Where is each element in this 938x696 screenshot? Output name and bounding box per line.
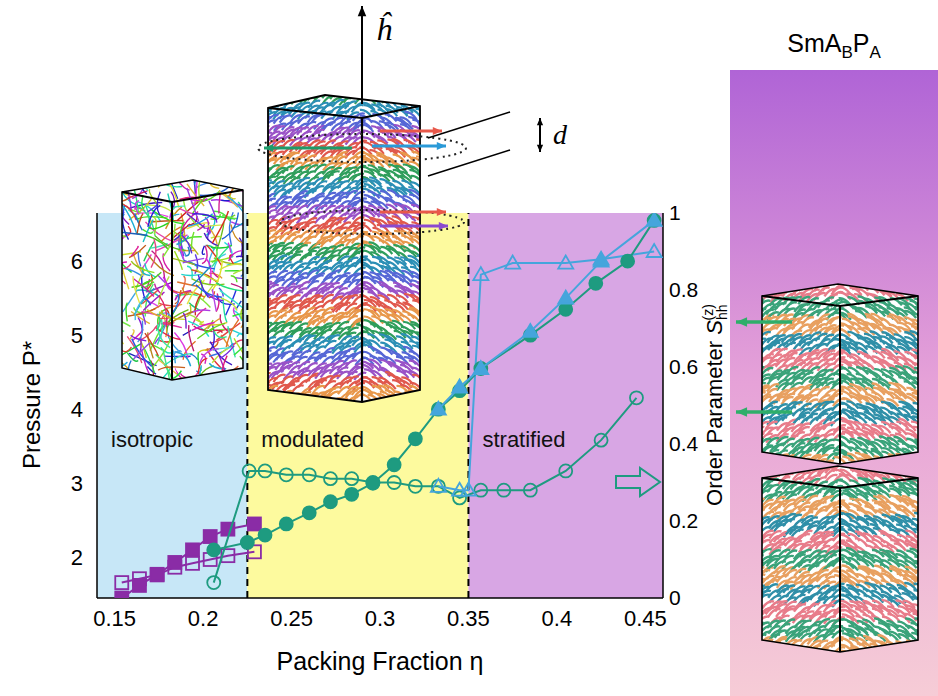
svg-text:0.2: 0.2 [188,606,219,631]
svg-text:d: d [553,119,568,150]
svg-text:0.25: 0.25 [270,606,313,631]
svg-text:0.15: 0.15 [93,606,136,631]
svg-text:0.2: 0.2 [669,509,698,532]
svg-text:stratified: stratified [482,427,565,452]
svg-text:0: 0 [669,586,681,609]
svg-text:Packing Fraction η: Packing Fraction η [276,647,483,675]
svg-text:0.35: 0.35 [447,606,490,631]
svg-text:5: 5 [71,323,83,348]
svg-text:6: 6 [71,249,83,274]
svg-text:0.4: 0.4 [542,606,573,631]
svg-text:modulated: modulated [261,427,364,452]
svg-text:0.4: 0.4 [669,432,699,455]
svg-text:0.8: 0.8 [669,278,698,301]
svg-text:isotropic: isotropic [111,427,193,452]
svg-text:ĥ: ĥ [376,11,393,47]
svg-text:Pressure P*: Pressure P* [18,341,45,469]
svg-text:2: 2 [71,545,83,570]
svg-text:0.3: 0.3 [365,606,396,631]
svg-text:0.45: 0.45 [624,606,667,631]
svg-text:1: 1 [669,201,681,224]
svg-text:0.6: 0.6 [669,355,698,378]
svg-text:4: 4 [71,397,83,422]
svg-text:3: 3 [71,471,83,496]
svg-text:Order Parameter Shh(z): Order Parameter Shh(z) [700,304,730,506]
svg-text:SmABPA: SmABPA [787,29,881,62]
